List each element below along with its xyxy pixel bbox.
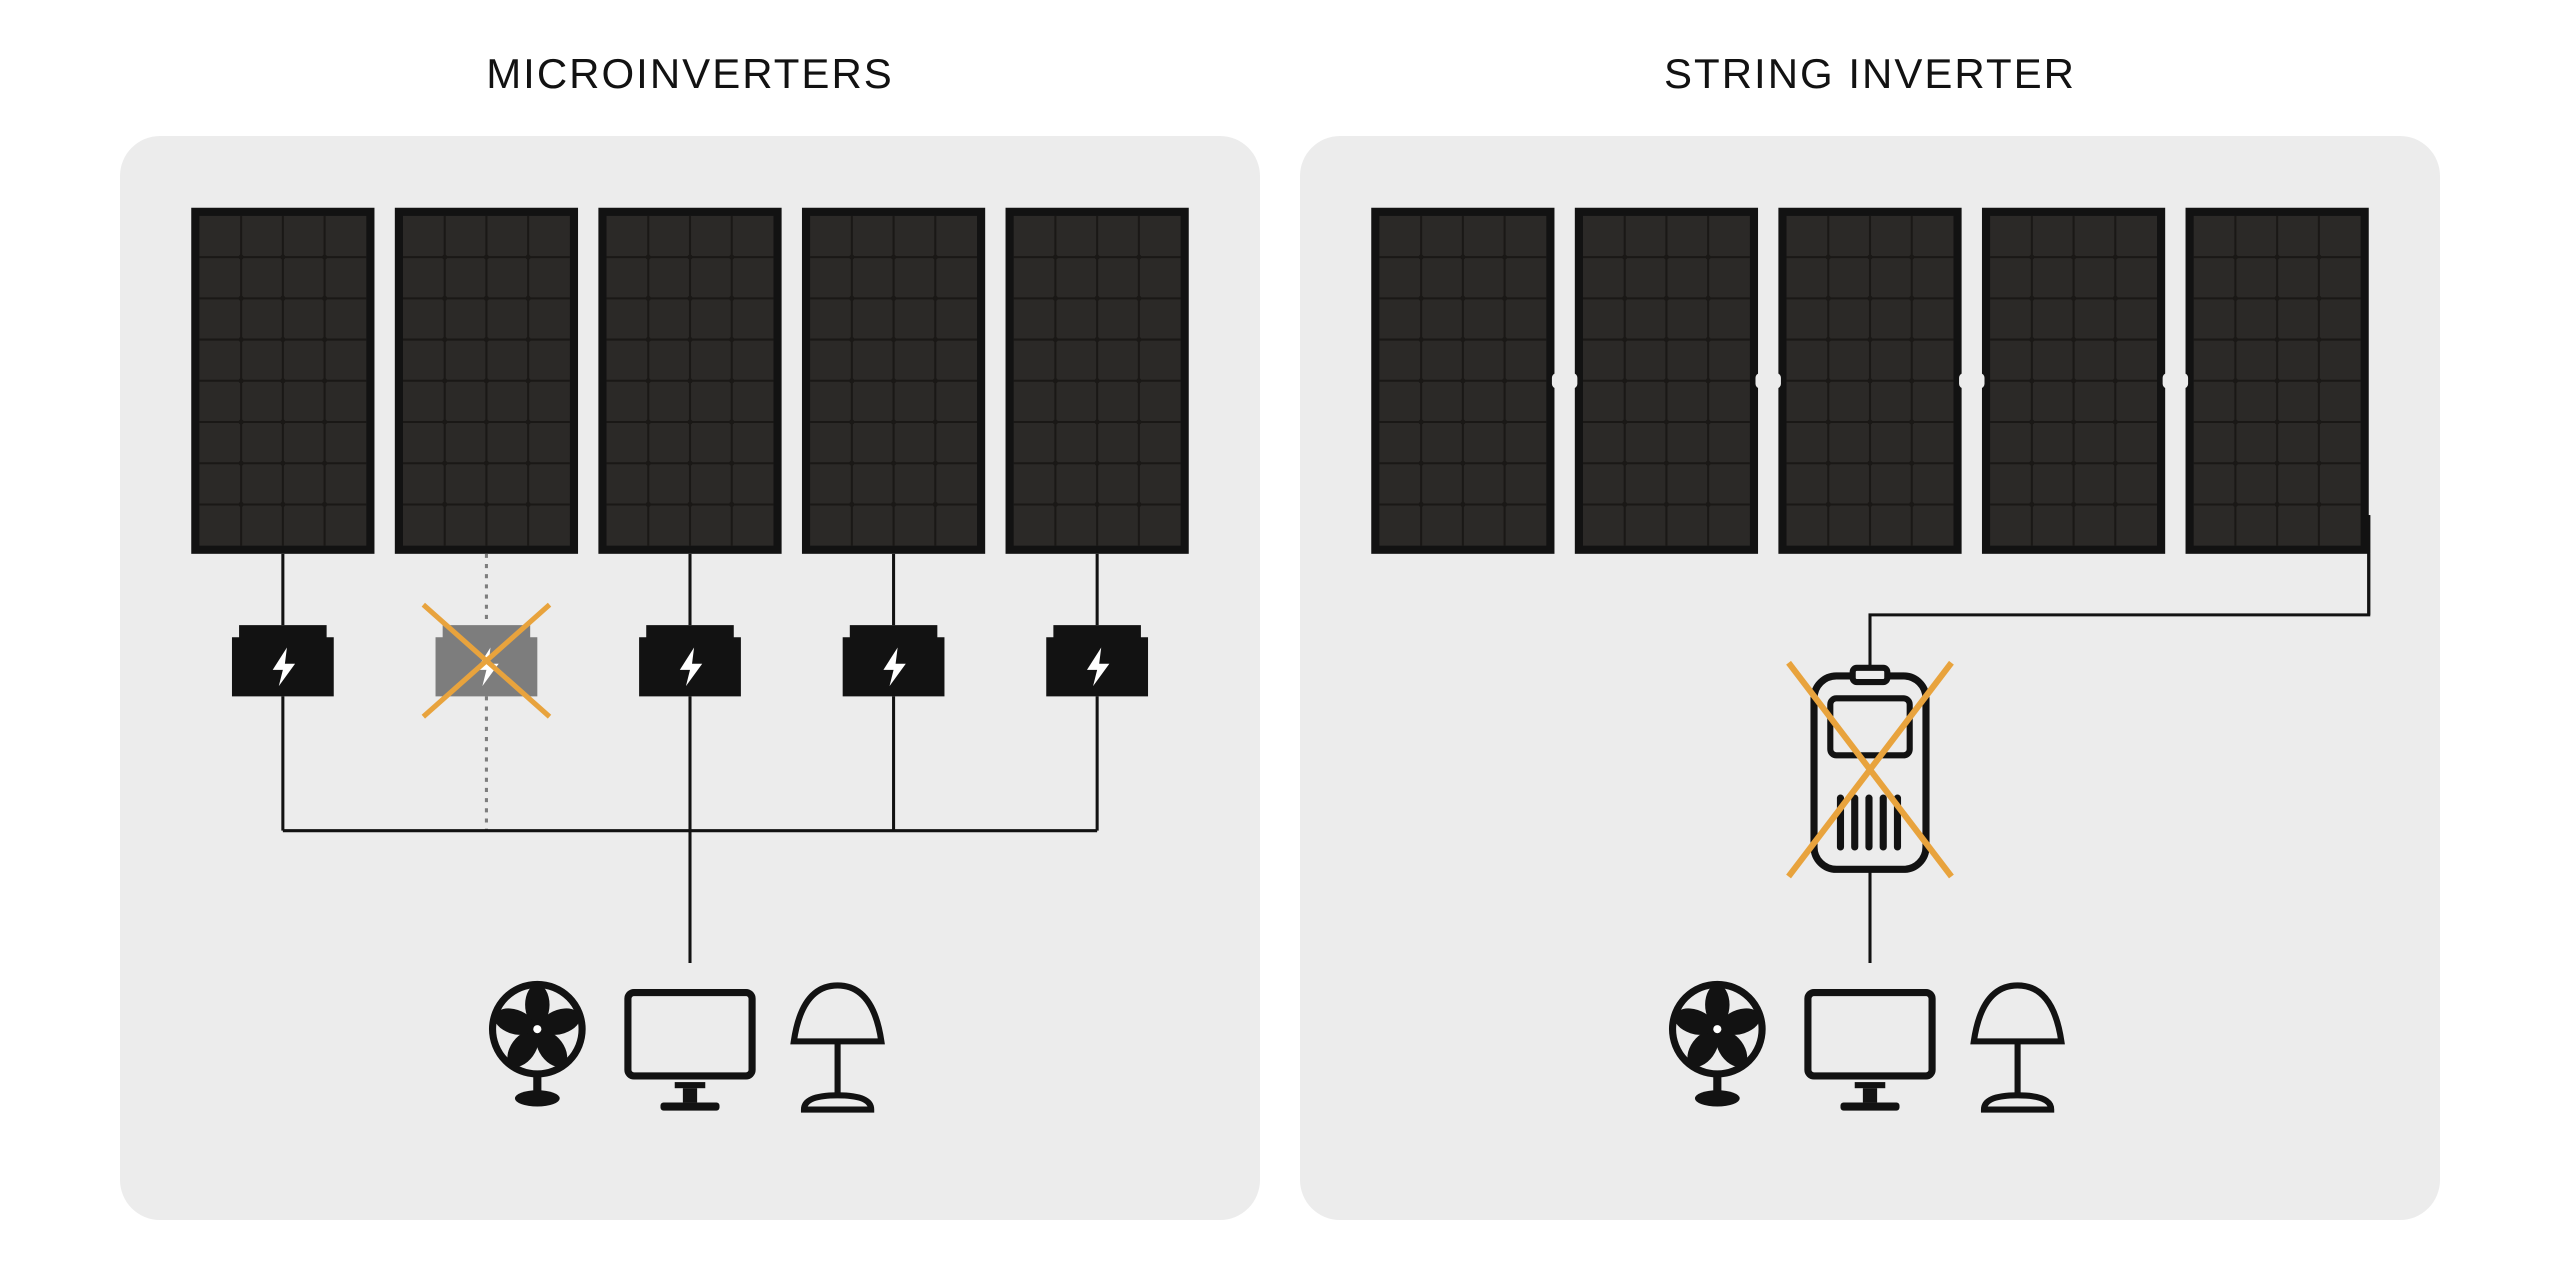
solar-panel xyxy=(802,208,985,554)
fan-icon xyxy=(491,984,584,1106)
string-inverter-title: STRING INVERTER xyxy=(1664,50,2076,98)
solar-panel xyxy=(2186,208,2369,554)
solar-panel xyxy=(1778,208,1961,554)
fan-icon xyxy=(1671,984,1764,1106)
microinverter-icon xyxy=(639,625,741,696)
monitor-icon xyxy=(1808,993,1932,1111)
solar-panel xyxy=(1006,208,1189,554)
solar-panel xyxy=(1575,208,1758,554)
solar-panel xyxy=(191,208,374,554)
string-inverter-diagram xyxy=(1300,136,2440,1220)
lamp-icon xyxy=(1974,985,2062,1109)
microinverters-card xyxy=(120,136,1260,1220)
string-inverter-icon xyxy=(1789,663,1952,877)
monitor-icon xyxy=(628,993,752,1111)
microinverters-column: MICROINVERTERS xyxy=(120,40,1260,1220)
string-inverter-card xyxy=(1300,136,2440,1220)
microinverter-icon xyxy=(232,625,334,696)
microinverter-icon xyxy=(843,625,945,696)
solar-panel xyxy=(1371,208,1554,554)
solar-panel xyxy=(395,208,578,554)
solar-panel xyxy=(598,208,781,554)
microinverters-title: MICROINVERTERS xyxy=(486,50,894,98)
solar-panel xyxy=(1982,208,2165,554)
microinverters-diagram xyxy=(120,136,1260,1220)
string-inverter-column: STRING INVERTER xyxy=(1300,40,2440,1220)
microinverter-icon xyxy=(1046,625,1148,696)
lamp-icon xyxy=(794,985,882,1109)
